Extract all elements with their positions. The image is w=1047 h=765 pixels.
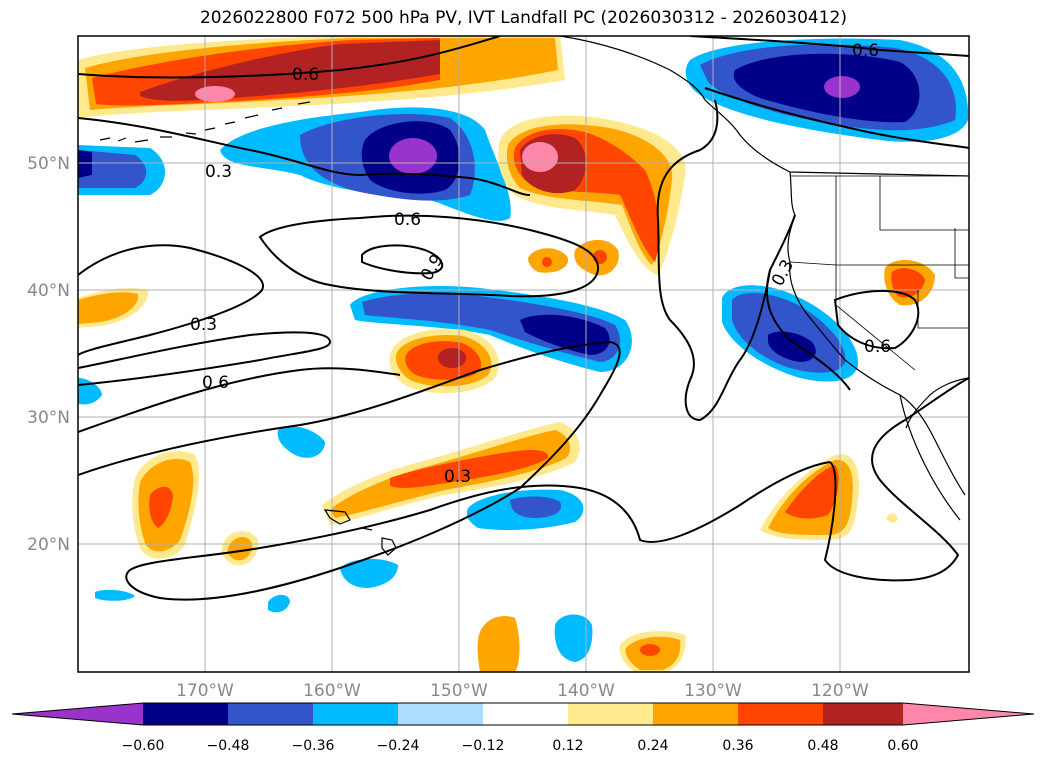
contour-0-3-loop-w: [78, 244, 264, 356]
colorbar-tick-label: 0.60: [887, 738, 918, 754]
colorbar-tick-label: −0.36: [292, 738, 335, 754]
colorbar-tick-label: 0.48: [807, 738, 838, 754]
latitude-labels: 50°N 40°N 30°N 20°N: [27, 154, 70, 555]
pv-anomaly-positive-blob-a-core: [542, 257, 552, 267]
contour-north-0-6: [78, 36, 501, 79]
contour-label: 0.6: [394, 210, 421, 230]
lon-label-150w: 150°W: [430, 681, 488, 701]
contour-0-6-loop: [258, 214, 600, 298]
contour-label: 0.6: [852, 41, 879, 61]
pv-anomaly-negative-18n: [340, 558, 398, 588]
contour-0-6-ca: [833, 290, 920, 350]
pv-anomaly-positive-nw-peak: [140, 40, 440, 101]
colorbar-bin: [738, 703, 823, 725]
colorbar-ticks: −0.60 −0.48 −0.36 −0.24 −0.12 0.12 0.24 …: [122, 738, 919, 754]
contour-0-6-mid: [78, 331, 332, 386]
colorbar: [11, 702, 1035, 726]
colorbar-tick-label: −0.60: [122, 738, 165, 754]
colorbar-bin: [143, 703, 228, 725]
pv-anomaly-max-35n: [438, 348, 466, 368]
map-frame: [77, 35, 970, 673]
contour-0-3-north-coast: [656, 99, 796, 422]
contour-ne-0-6: [704, 87, 969, 149]
coastline-alaska-bc: [559, 36, 969, 177]
colorbar-extend-max: [903, 703, 1034, 725]
coastline-aleutians: [99, 101, 311, 143]
pv-anomaly-max-nw: [195, 86, 235, 102]
lon-label-160w: 160°W: [303, 681, 361, 701]
lon-label-140w: 140°W: [557, 681, 615, 701]
pv-anomaly-positive-w-2: [78, 292, 139, 324]
pv-anomaly-positive-band-3: [390, 450, 549, 488]
pv-anomaly-negative-w-3: [78, 150, 92, 178]
pv-anomaly-min-ne: [824, 76, 860, 98]
contour-ne-0-6-b: [689, 36, 969, 57]
lat-label-30n: 30°N: [27, 408, 70, 428]
lon-label-170w: 170°W: [176, 681, 234, 701]
ivt-pc-contours: [78, 36, 969, 601]
colorbar-tick-label: −0.48: [207, 738, 250, 754]
border-state-b: [879, 176, 969, 231]
colorbar-bin: [313, 703, 398, 725]
pv-anomaly-negative-ca-3: [768, 331, 816, 362]
border-state-f: [917, 290, 969, 329]
colorbar-bin: [483, 703, 568, 725]
colorbar-tick-label: 0.24: [637, 738, 668, 754]
pv-anomaly-min-c: [389, 138, 437, 174]
border-state-c: [789, 261, 837, 266]
coastline-mexico: [905, 377, 969, 429]
map-title: 2026022800 F072 500 hPa PV, IVT Landfall…: [199, 8, 847, 28]
contour-label: 0.6: [292, 65, 319, 85]
pv-anomaly-positive-baja-3: [785, 465, 839, 519]
pv-anomaly-negative-15n-a: [268, 594, 290, 613]
pv-anomaly-positive-sw-b-2: [227, 536, 253, 561]
lat-label-40n: 40°N: [27, 281, 70, 301]
colorbar-outline: [11, 702, 1035, 726]
colorbar-bin: [398, 703, 483, 725]
border-state-e: [954, 228, 969, 279]
pv-anomaly-positive-s-a: [477, 616, 520, 672]
colorbar-tick-label: 0.36: [722, 738, 753, 754]
colorbar-bin: [568, 703, 653, 725]
contour-0-3-se: [823, 377, 969, 582]
contour-0-9-loop: [361, 244, 444, 275]
pv-anomaly-negative-s: [554, 614, 593, 662]
contour-label: 0.6: [202, 373, 229, 393]
pv-anomaly-negative-28n: [277, 426, 325, 458]
colorbar-tick-label: −0.24: [377, 738, 420, 754]
contour-0-3-mid: [78, 367, 401, 433]
pv-anomaly-max-c: [522, 142, 558, 172]
colorbar-bin: [653, 703, 738, 725]
pv-anomaly-negative-22n-2: [510, 496, 562, 518]
coastline-baja: [899, 394, 961, 521]
contour-label: 0.3: [205, 162, 232, 182]
contour-0-3-west: [78, 117, 531, 197]
colorbar-tick-label: 0.12: [552, 738, 583, 754]
colorbar-extend-min: [12, 703, 143, 725]
pv-anomaly-positive-baja-b: [886, 513, 898, 523]
pv-shading: [78, 36, 969, 672]
pv-anomaly-negative-w-2: [78, 150, 147, 188]
colorbar-tick-label: −0.12: [462, 738, 505, 754]
longitude-labels: 170°W 160°W 150°W 140°W 130°W 120°W: [176, 681, 869, 701]
lat-label-20n: 20°N: [27, 535, 70, 555]
pv-anomaly-negative-15n-b: [95, 589, 135, 601]
contour-label: 0.6: [864, 337, 891, 357]
contour-label: 0.3: [444, 467, 471, 487]
lat-label-50n: 50°N: [27, 154, 70, 174]
pv-anomaly-positive-s-b-core: [640, 644, 660, 656]
contour-0-3-ca: [765, 269, 851, 391]
lon-label-120w: 120°W: [811, 681, 869, 701]
colorbar-bin: [823, 703, 903, 725]
lon-label-130w: 130°W: [684, 681, 742, 701]
contour-label: 0.3: [190, 315, 217, 335]
contour-0-6-center: [78, 340, 831, 601]
colorbar-bin: [228, 703, 313, 725]
pv-anomaly-positive-sw-3: [149, 486, 173, 528]
